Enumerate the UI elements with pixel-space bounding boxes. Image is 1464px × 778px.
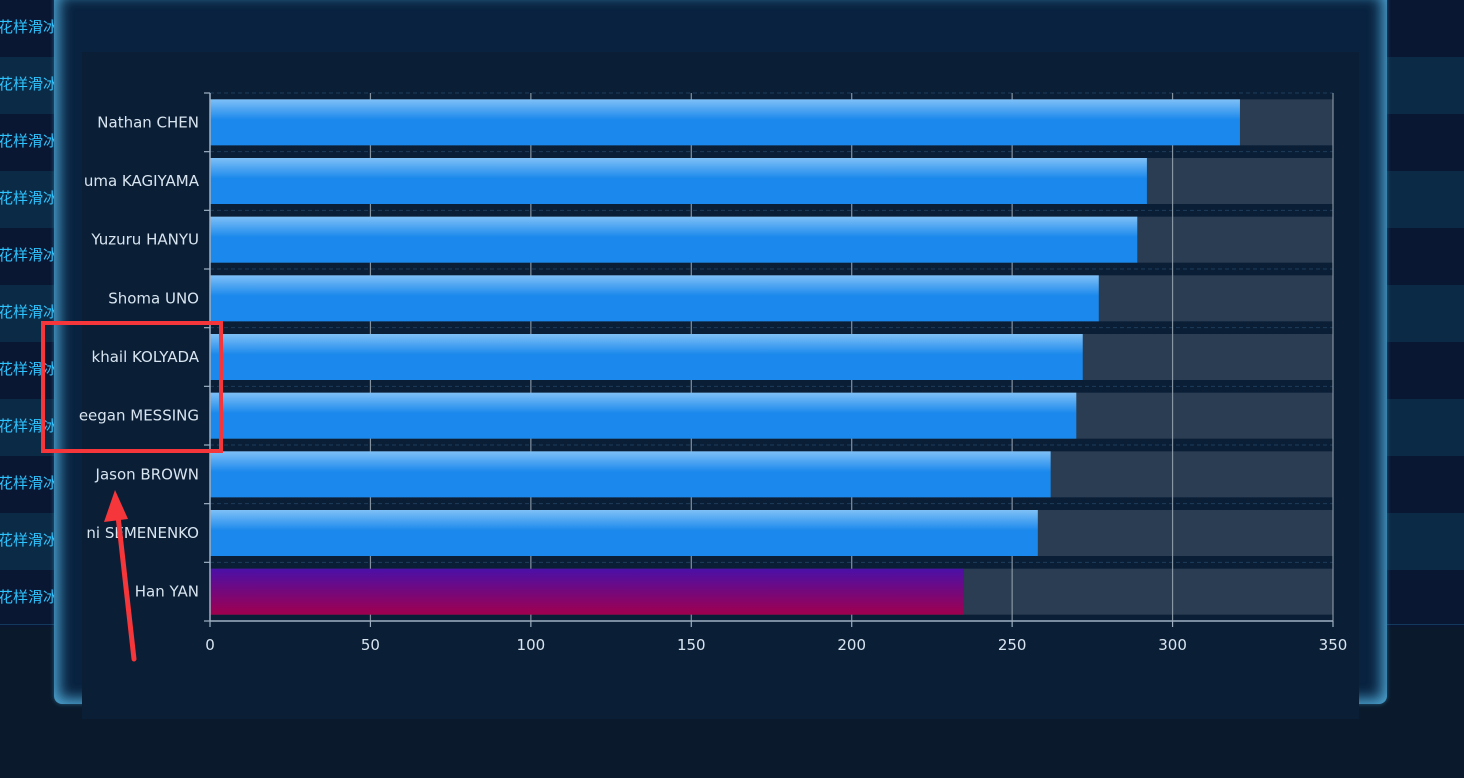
bar [210, 216, 1138, 263]
x-tick-label: 300 [1158, 636, 1187, 654]
x-tick-label: 150 [677, 636, 706, 654]
annotation-highlight-box [41, 321, 223, 453]
bar [210, 334, 1083, 380]
background-row-label: 花样滑冰 [0, 474, 59, 492]
x-tick-label: 100 [517, 636, 546, 654]
background-row-label: 花样滑冰 [0, 588, 59, 606]
y-tick-label: khail KOLYADA [92, 348, 200, 366]
bar [210, 99, 1240, 146]
background-row-label: 花样滑冰 [0, 246, 59, 264]
x-tick-label: 200 [837, 636, 866, 654]
y-tick-label: uma KAGIYAMA [84, 172, 200, 190]
y-tick-label: ni SEMENENKO [86, 524, 199, 542]
background-row-label: 花样滑冰 [0, 132, 59, 150]
background-row-label: 花样滑冰 [0, 75, 59, 93]
x-tick-label: 50 [361, 636, 380, 654]
y-tick-label: Jason BROWN [95, 465, 199, 483]
bar [210, 275, 1099, 322]
x-tick-label: 250 [998, 636, 1027, 654]
background-row-label: 花样滑冰 [0, 303, 59, 321]
bar [210, 451, 1051, 498]
y-tick-label: Han YAN [135, 583, 199, 601]
background-row-label: 花样滑冰 [0, 189, 59, 207]
background-row-label: 花样滑冰 [0, 18, 59, 36]
x-tick-label: 0 [205, 636, 215, 654]
bar [210, 510, 1038, 556]
y-tick-label: Shoma UNO [108, 289, 199, 307]
y-tick-label: Nathan CHEN [97, 113, 199, 131]
y-tick-label: eegan MESSING [79, 407, 199, 425]
bar [210, 392, 1077, 439]
y-tick-label: Yuzuru HANYU [90, 231, 199, 249]
bar-highlighted [210, 568, 965, 615]
x-tick-label: 350 [1319, 636, 1348, 654]
bar [210, 158, 1147, 204]
background-row-label: 花样滑冰 [0, 531, 59, 549]
